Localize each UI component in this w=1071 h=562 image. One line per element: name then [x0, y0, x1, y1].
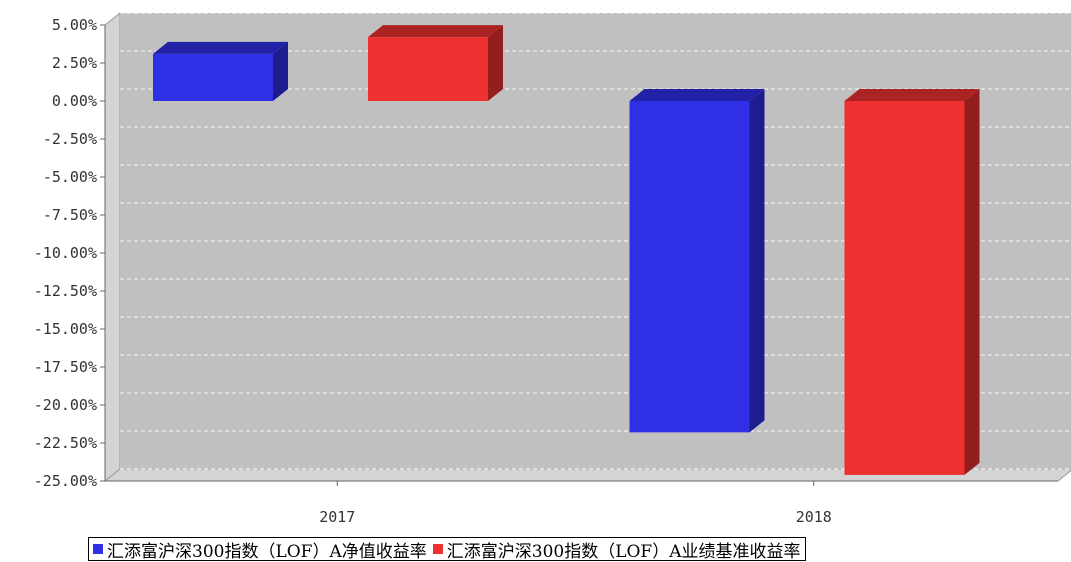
y-tick-label: -20.00%: [34, 396, 97, 414]
y-tick-label: -10.00%: [34, 244, 97, 262]
x-tick-label-2017: 2017: [319, 508, 355, 526]
bar-2017-series-2: [368, 37, 488, 101]
bar-top-2018-2: [844, 89, 980, 101]
bar-2018-series-1: [629, 101, 750, 433]
y-tick-label: -15.00%: [34, 320, 97, 338]
left-wall: [104, 11, 121, 483]
y-tick-label: -22.50%: [34, 434, 97, 452]
y-tick-label: -2.50%: [43, 130, 97, 148]
y-tick-label: -12.50%: [34, 282, 97, 300]
legend-item-series-2: 汇添富沪深300指数（LOF）A业绩基准收益率: [432, 537, 801, 562]
bar-side-2017-2: [488, 25, 503, 101]
legend-label-series-2: 汇添富沪深300指数（LOF）A业绩基准收益率: [446, 541, 801, 562]
y-tick-label: 2.50%: [52, 54, 97, 72]
bar-top-2018-1: [629, 89, 765, 101]
legend: 汇添富沪深300指数（LOF）A净值收益率 汇添富沪深300指数（LOF）A业绩…: [88, 537, 806, 562]
bar-top-2017-2: [368, 25, 503, 38]
bar-side-2018-2: [964, 89, 980, 475]
y-tick-label: -5.00%: [43, 168, 97, 186]
y-tick-label: 0.00%: [52, 92, 97, 110]
bar-side-2018-1: [749, 89, 765, 433]
bar-side-2017-1: [273, 41, 288, 101]
bar-top-2017-1: [153, 41, 288, 54]
legend-label-series-1: 汇添富沪深300指数（LOF）A净值收益率: [107, 541, 427, 562]
legend-item-series-1: 汇添富沪深300指数（LOF）A净值收益率: [93, 537, 427, 562]
legend-swatch-red: [432, 544, 443, 554]
bar-chart: 5.00% 2.50% 0.00% -2.50% -5.00% -7.50% -10.00%…: [34, 11, 1071, 526]
bar-2018-series-2: [844, 101, 965, 475]
x-tick-label-2018: 2018: [796, 508, 832, 526]
y-tick-label: -7.50%: [43, 206, 97, 224]
y-tick-label: -17.50%: [34, 358, 97, 376]
y-tick-label: -25.00%: [34, 472, 97, 490]
legend-swatch-blue: [93, 544, 103, 554]
y-tick-label: 5.00%: [52, 16, 97, 34]
bar-2017-series-1: [153, 53, 273, 101]
